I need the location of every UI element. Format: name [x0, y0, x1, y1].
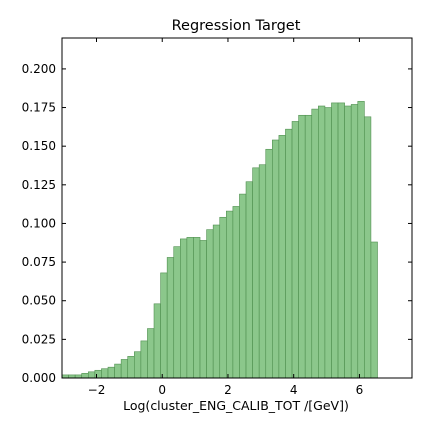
histogram-bar [285, 128, 293, 379]
x-tick-label: 2 [224, 383, 232, 397]
histogram-bar [180, 238, 188, 379]
histogram-bar [153, 303, 161, 379]
histogram-bar [94, 369, 102, 379]
histogram-bar [304, 114, 313, 379]
histogram-bar [318, 105, 326, 379]
y-tick-label: 0.175 [22, 101, 56, 115]
histogram-bar [226, 210, 234, 379]
histogram-bar [331, 102, 339, 379]
x-tick-label: 0 [158, 383, 166, 397]
histogram-bar [160, 272, 168, 379]
histogram-bar [101, 368, 109, 379]
histogram-bar [219, 216, 227, 379]
histogram-bar [134, 351, 142, 379]
histogram-bar [265, 148, 273, 379]
histogram-bar [370, 241, 378, 379]
histogram-bar [212, 224, 221, 379]
histogram-bar [278, 135, 286, 379]
histogram-bar [291, 121, 299, 379]
chart-title: Regression Target [172, 18, 301, 34]
histogram-bar [364, 116, 372, 379]
histogram-bar [272, 139, 280, 379]
histogram-bar [298, 114, 306, 379]
histogram-bar [140, 340, 148, 379]
histogram-bar [166, 257, 175, 379]
histogram-bar [324, 107, 332, 379]
histogram-bar [107, 366, 115, 379]
histogram-bar [120, 359, 129, 379]
histogram-bar [350, 104, 359, 379]
histogram-bar [193, 237, 201, 379]
histogram-bar [258, 164, 267, 379]
y-tick-label: 0.150 [22, 139, 56, 153]
histogram-bar [232, 206, 240, 379]
histogram-bar [147, 328, 155, 379]
histogram-bar [337, 102, 345, 379]
y-tick-label: 0.075 [22, 255, 56, 269]
axis-ticks: −2 0 2 4 6 0.000 0.025 0.050 0.075 0.100 0.125 0.15… [22, 38, 412, 397]
histogram-bar [344, 105, 352, 379]
histogram-bar [245, 181, 253, 379]
x-tick-label: 4 [290, 383, 298, 397]
y-tick-label: 0.025 [22, 332, 56, 346]
histogram-bar [87, 371, 96, 379]
histogram-bar [114, 363, 122, 379]
histogram-bar [252, 167, 260, 379]
histogram-bar [311, 108, 319, 379]
x-axis-label: Log(cluster_ENG_CALIB_TOT /[GeV]) [123, 398, 349, 413]
y-tick-label: 0.000 [22, 371, 56, 385]
histogram-bar [239, 193, 247, 379]
y-tick-label: 0.125 [22, 178, 56, 192]
histogram-bar [173, 246, 181, 379]
x-tick-label: −2 [88, 383, 106, 397]
histogram-bar [206, 229, 214, 379]
plot-frame [61, 37, 413, 379]
y-tick-label: 0.050 [22, 294, 56, 308]
histogram-bars [61, 101, 378, 379]
histogram-bar [186, 237, 194, 379]
histogram-bar [81, 373, 89, 379]
histogram-bar [199, 240, 207, 379]
histogram-bar [357, 101, 365, 379]
histogram-bar [127, 356, 135, 379]
x-tick-label: 6 [356, 383, 364, 397]
y-tick-label: 0.100 [22, 216, 56, 230]
y-tick-label: 0.200 [22, 62, 56, 76]
